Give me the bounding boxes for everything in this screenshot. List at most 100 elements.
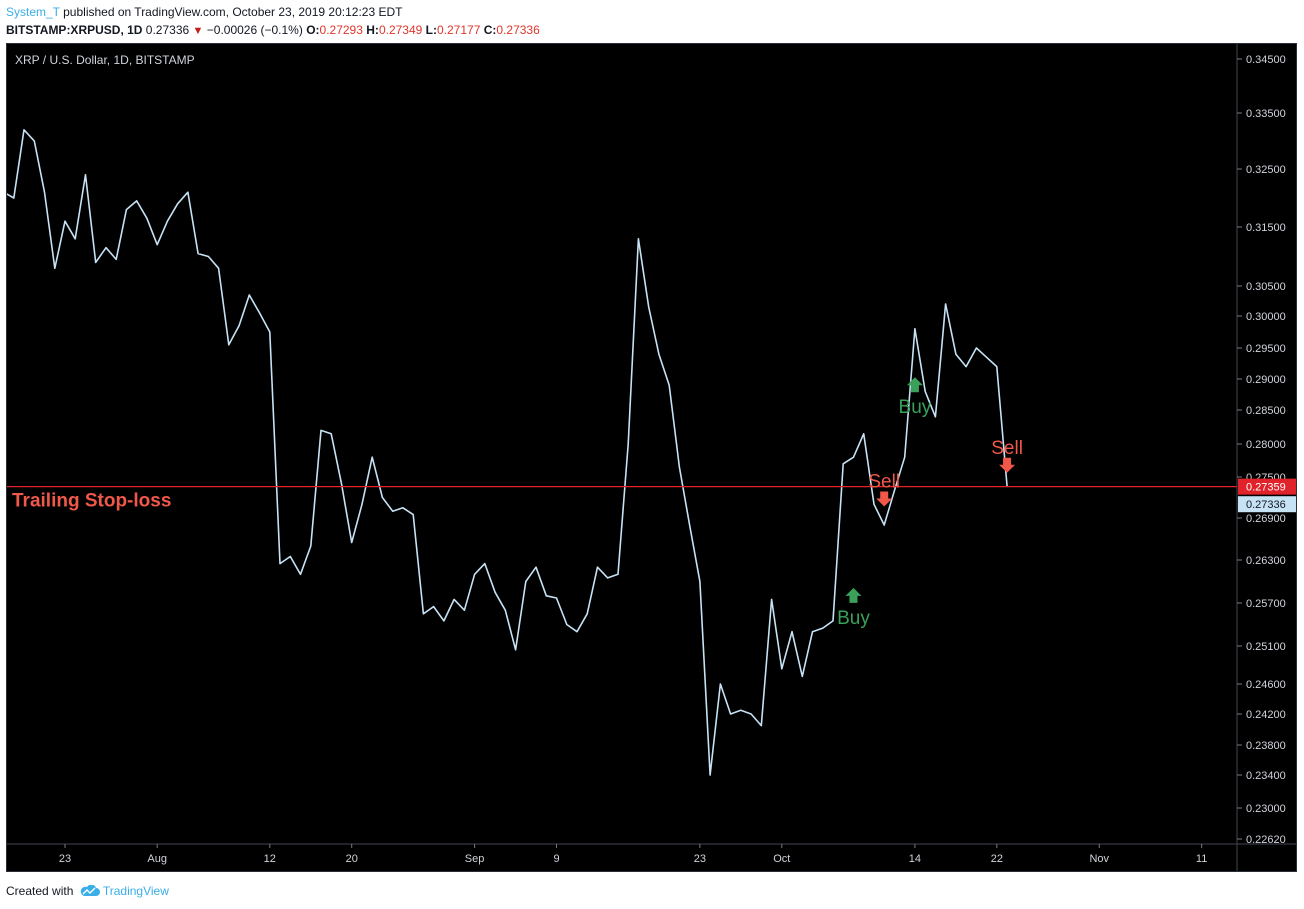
author-link[interactable]: System_T	[6, 5, 60, 19]
price-point	[770, 598, 773, 601]
publish-info: System_T published on TradingView.com, O…	[6, 5, 402, 19]
price-point	[433, 605, 435, 608]
trailing-stop-label: Trailing Stop-loss	[12, 491, 171, 512]
price-point	[187, 191, 189, 193]
price-point	[852, 456, 855, 458]
price-point	[945, 303, 947, 305]
price-point	[351, 541, 353, 544]
price-point	[822, 627, 824, 629]
price-point	[750, 713, 752, 715]
price-point	[156, 244, 158, 246]
tradingview-cloud-icon	[80, 885, 100, 896]
y-tick-label: 0.23000	[1246, 803, 1286, 815]
price-point	[678, 466, 681, 468]
price-point	[586, 613, 588, 615]
last-price-tag-label: 0.27336	[1246, 499, 1286, 511]
price-point	[299, 573, 302, 575]
price-point	[811, 631, 814, 633]
price-point	[525, 580, 527, 583]
y-tick-label: 0.23400	[1246, 770, 1286, 782]
price-point	[371, 456, 373, 458]
price-point	[801, 675, 803, 678]
price-point	[934, 416, 937, 418]
price-point	[361, 503, 363, 505]
price-point	[545, 595, 547, 597]
y-tick-label: 0.26900	[1246, 513, 1286, 525]
x-tick-label: 23	[694, 853, 706, 865]
x-tick-label: 14	[909, 853, 921, 865]
price-point	[535, 566, 537, 568]
price-point	[207, 255, 209, 258]
price-point	[658, 353, 660, 355]
buy-arrow-icon	[845, 587, 862, 603]
price-point	[514, 649, 517, 651]
sell-arrow-icon	[876, 491, 893, 507]
close-value: 0.27336	[496, 23, 540, 37]
x-tick-label: 12	[264, 853, 276, 865]
price-point	[965, 366, 967, 368]
price-point	[986, 356, 988, 358]
y-tick-label: 0.23800	[1246, 740, 1286, 752]
time-axis	[7, 844, 1297, 872]
price-point	[484, 562, 486, 565]
x-tick-label: 20	[346, 853, 358, 865]
y-tick-label: 0.25100	[1246, 641, 1286, 653]
high-value: 0.27349	[378, 23, 423, 37]
price-point	[166, 220, 168, 222]
plot-area	[7, 44, 1237, 844]
price-point	[422, 613, 424, 615]
sell-label: Sell	[991, 438, 1023, 459]
price-point	[474, 573, 476, 575]
y-tick-label: 0.24200	[1246, 709, 1286, 721]
price-point	[136, 200, 138, 202]
price-point	[463, 609, 465, 611]
price-point	[504, 609, 506, 611]
price-line	[7, 129, 1008, 776]
price-point	[494, 591, 496, 593]
price-point	[730, 713, 732, 715]
published-text: published on TradingView.com, October 23…	[59, 5, 403, 19]
price-point	[84, 174, 87, 176]
price-point	[904, 456, 906, 458]
price-point	[289, 555, 291, 558]
price-point	[443, 620, 445, 622]
open-label: O:	[306, 23, 320, 37]
y-tick-label: 0.34500	[1246, 54, 1286, 66]
price-point	[914, 328, 916, 330]
price-point	[719, 683, 721, 685]
price-point	[381, 496, 384, 499]
tradingview-link[interactable]: TradingView	[102, 884, 169, 898]
y-tick-label: 0.29500	[1246, 343, 1286, 355]
price-point	[596, 566, 599, 568]
y-tick-label: 0.28500	[1246, 405, 1286, 417]
price-point	[975, 347, 977, 349]
low-label: L:	[425, 23, 437, 37]
price-point	[402, 507, 404, 509]
y-tick-label: 0.25700	[1246, 598, 1286, 610]
x-tick-label: Oct	[773, 853, 790, 865]
last-price: 0.27336	[145, 23, 190, 37]
close-label: C:	[483, 23, 497, 37]
x-tick-label: Aug	[147, 853, 167, 865]
price-point	[637, 238, 640, 240]
price-point	[43, 191, 46, 193]
x-tick-label: 11	[1196, 853, 1207, 865]
sell-arrow-icon	[999, 457, 1016, 473]
x-tick-label: Nov	[1089, 853, 1109, 865]
price-point	[832, 620, 834, 622]
price-point	[54, 267, 56, 269]
price-point	[699, 580, 701, 583]
high-label: H:	[366, 23, 379, 37]
price-point	[177, 203, 179, 205]
symbol-label: BITSTAMP:XRPUSD, 1D	[6, 23, 143, 37]
stop-price-tag-label: 0.27359	[1246, 482, 1286, 494]
price-point	[279, 562, 281, 565]
price-point	[617, 573, 619, 575]
y-tick-label: 0.29000	[1246, 374, 1286, 386]
y-tick-label: 0.32500	[1246, 164, 1286, 176]
price-point	[340, 483, 343, 485]
y-tick-label: 0.33500	[1246, 108, 1286, 120]
price-change: −0.00026 (−0.1%)	[206, 23, 303, 37]
buy-arrow-icon	[906, 377, 923, 393]
